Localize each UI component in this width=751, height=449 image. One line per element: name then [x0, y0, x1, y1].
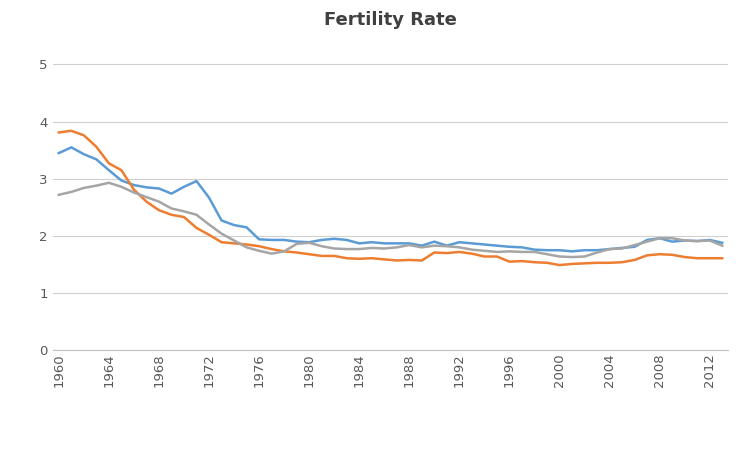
Australia [317, 237, 326, 242]
Australia [179, 184, 189, 189]
Australia [568, 249, 577, 254]
Canada [430, 250, 439, 255]
Australia [54, 150, 63, 156]
Canada [67, 128, 76, 133]
United Kingdom [517, 249, 526, 255]
Line: Canada: Canada [59, 131, 722, 265]
United Kingdom [430, 243, 439, 248]
United Kingdom [467, 247, 476, 252]
Canada [317, 253, 326, 259]
Canada [467, 251, 476, 256]
Canada [54, 130, 63, 135]
Canada [555, 262, 564, 268]
United Kingdom [455, 245, 464, 250]
United Kingdom [568, 255, 577, 260]
Australia [517, 245, 526, 250]
Australia [430, 239, 439, 244]
Australia [467, 241, 476, 246]
Line: Australia: Australia [59, 147, 722, 251]
Title: Fertility Rate: Fertility Rate [324, 11, 457, 29]
United Kingdom [317, 243, 326, 249]
Canada [455, 249, 464, 255]
Australia [718, 240, 727, 246]
United Kingdom [718, 243, 727, 248]
Legend: Australia, Canada, United Kingdom: Australia, Canada, United Kingdom [201, 445, 580, 449]
Canada [718, 255, 727, 261]
Australia [455, 239, 464, 245]
United Kingdom [179, 209, 189, 214]
Line: United Kingdom: United Kingdom [59, 183, 722, 257]
Canada [517, 258, 526, 264]
Australia [67, 145, 76, 150]
Canada [179, 214, 189, 220]
United Kingdom [54, 192, 63, 198]
United Kingdom [104, 180, 113, 185]
